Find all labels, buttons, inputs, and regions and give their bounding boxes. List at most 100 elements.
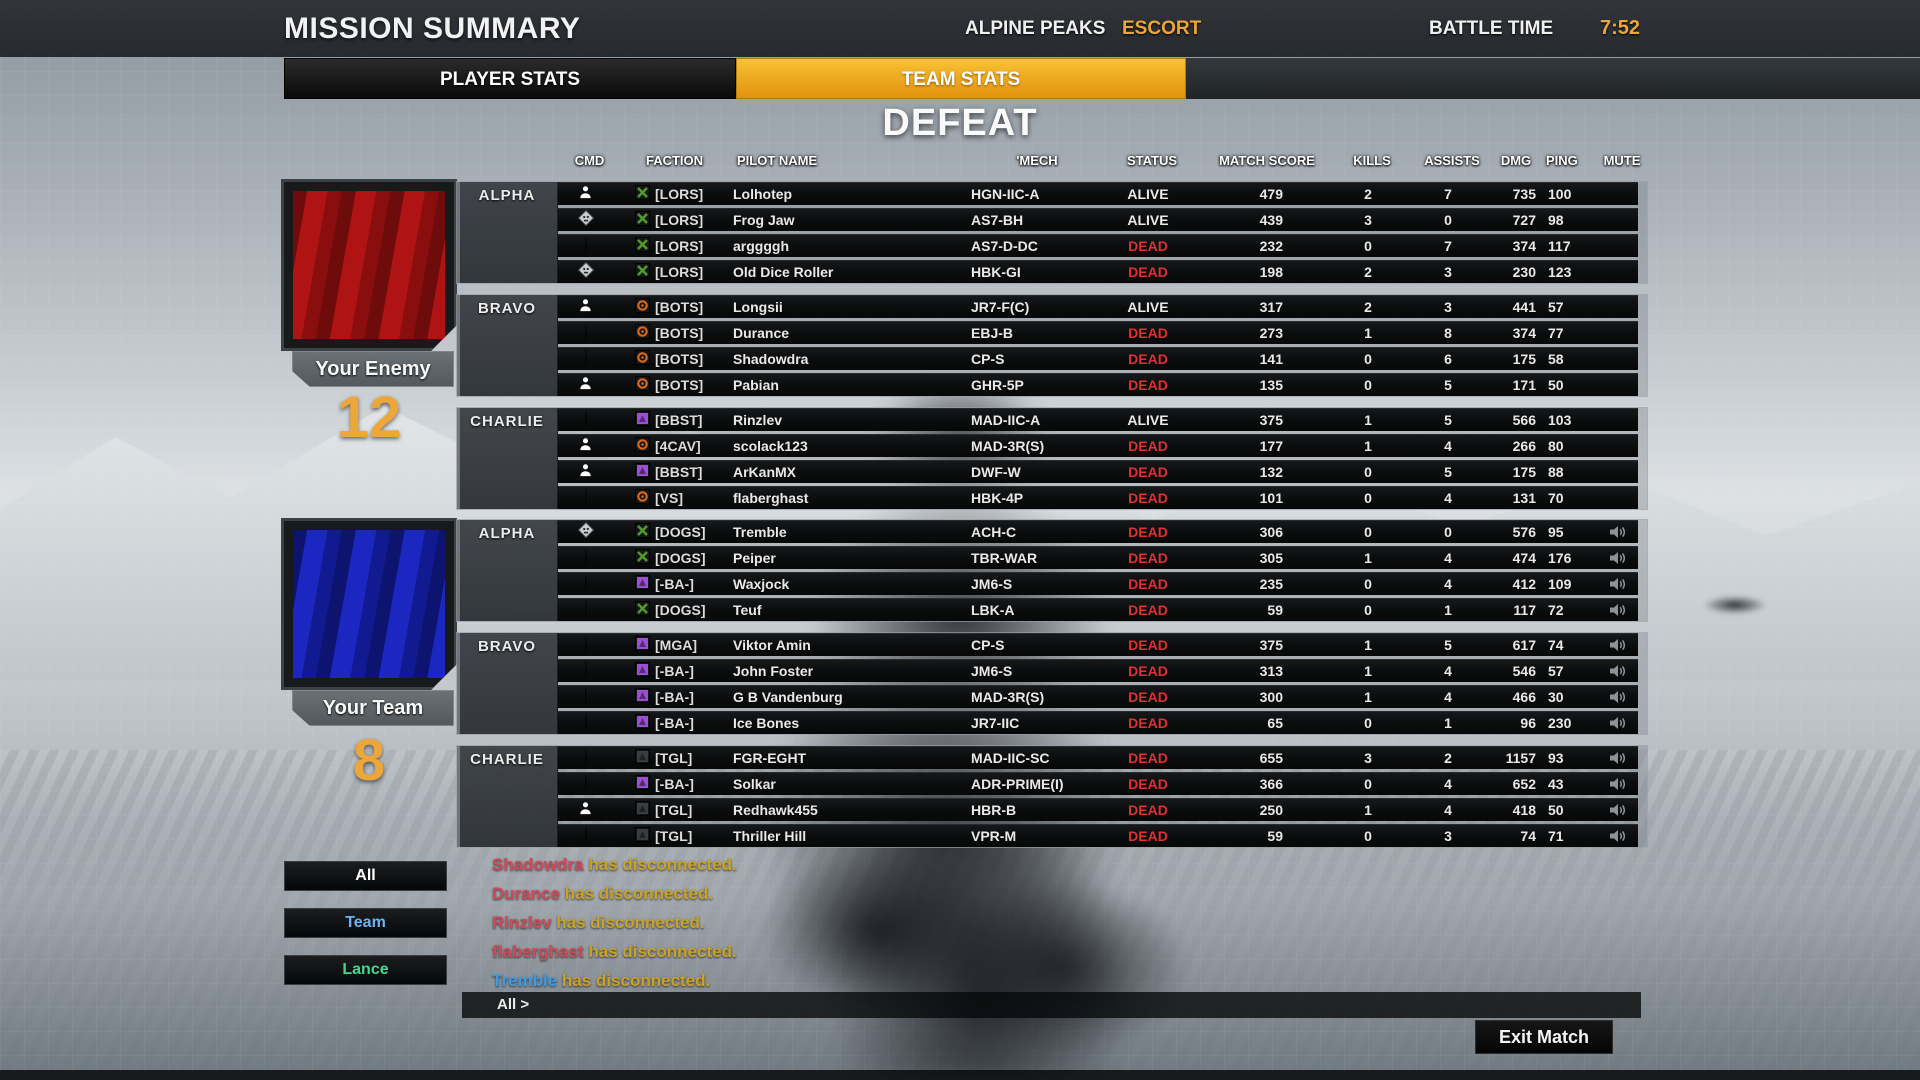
ping-value: 117 [1548,237,1571,254]
ping-value: 176 [1548,549,1572,566]
match-score-value: 101 [1259,489,1283,506]
ping-value: 95 [1548,523,1564,540]
cmd-cell [558,349,613,368]
damage-value: 175 [1512,350,1536,367]
assists-value: 4 [1444,549,1452,566]
ping-value: 58 [1548,350,1564,367]
mech-variant: AS7-BH [971,211,1024,228]
pilot-name: Shadowdra [733,350,809,367]
chat-input-bar[interactable]: All > [462,992,1641,1018]
damage-value: 175 [1512,463,1536,480]
faction-cell: [BOTS] [613,375,728,394]
rank-icon [584,713,587,732]
damage-value: 230 [1512,263,1536,280]
ping-value: 123 [1548,263,1572,280]
page-title: MISSION SUMMARY [284,12,581,45]
damage-value: 735 [1512,185,1536,202]
status-value: DEAD [1128,489,1168,506]
chat-filter-all-button[interactable]: All [284,861,447,891]
faction-cell: [LORS] [613,210,728,229]
mute-icon[interactable] [1598,551,1638,565]
mute-icon[interactable] [1598,829,1638,843]
status-value: DEAD [1128,324,1168,341]
kills-value: 0 [1364,463,1372,480]
lance-rows: [LORS] Lolhotep HGN-IIC-A ALIVE 479 2 7 735 100[… [558,182,1638,283]
cmd-cell [558,297,613,316]
player-row: [LORS] Old Dice Roller HBK-GI DEAD 198 2 3 230 1… [558,260,1638,283]
status-value: DEAD [1128,827,1168,844]
mute-icon[interactable] [1598,603,1638,617]
ping-value: 71 [1548,827,1564,844]
chat-message: Durance has disconnected. [492,879,737,908]
faction-cell: [-BA-] [613,713,728,732]
ping-value: 43 [1548,775,1564,792]
ping-value: 109 [1548,575,1572,592]
tab-team-stats[interactable]: TEAM STATS [736,58,1186,99]
player-row: [TGL] Thriller Hill VPR-M DEAD 59 0 3 74 71 [558,824,1638,847]
faction-icon [635,436,650,455]
mech-variant: AS7-D-DC [971,237,1038,254]
mute-icon[interactable] [1598,577,1638,591]
mute-icon[interactable] [1598,525,1638,539]
kills-value: 2 [1364,263,1372,280]
cmd-cell [558,635,613,654]
damage-value: 131 [1512,489,1536,506]
assists-value: 3 [1444,827,1452,844]
lance-label: CHARLIE [470,413,544,430]
faction-icon [635,635,650,654]
mute-icon[interactable] [1598,751,1638,765]
assists-value: 4 [1444,801,1452,818]
faction-cell: [TGL] [613,826,728,845]
kills-value: 1 [1364,662,1372,679]
cmd-cell [558,375,613,394]
kills-value: 0 [1364,350,1372,367]
mute-icon[interactable] [1598,803,1638,817]
mute-icon[interactable] [1598,777,1638,791]
column-header-assists: ASSISTS [1424,153,1480,168]
assists-value: 2 [1444,749,1452,766]
mute-icon[interactable] [1598,664,1638,678]
lance-group-alpha: ALPHA [LORS] Lolhotep HGN-IIC-A ALIVE 479 2 7 73… [456,181,1648,284]
rank-icon [577,209,594,229]
rank-icon [584,548,587,567]
faction-cell: [TGL] [613,748,728,767]
assists-value: 4 [1444,775,1452,792]
assists-value: 3 [1444,263,1452,280]
chat-filter-buttons: All Team Lance [284,861,447,1002]
assists-value: 5 [1444,636,1452,653]
match-score-value: 375 [1259,636,1283,653]
mute-icon[interactable] [1598,716,1638,730]
faction-tag: [TGL] [655,801,693,818]
kills-value: 1 [1364,411,1372,428]
status-value: DEAD [1128,463,1168,480]
player-row: [4CAV] scolack123 MAD-3R(S) DEAD 177 1 4 266 80 [558,434,1638,457]
chat-message: Shadowdra has disconnected. [492,850,737,879]
kills-value: 1 [1364,324,1372,341]
mute-icon[interactable] [1598,638,1638,652]
mech-variant: EBJ-B [971,324,1014,341]
player-row: [-BA-] John Foster JM6-S DEAD 313 1 4 546 57 [558,659,1638,682]
kills-value: 3 [1364,749,1372,766]
mech-variant: JM6-S [971,575,1013,592]
chat-filter-team-button[interactable]: Team [284,908,447,938]
tab-player-stats[interactable]: PLAYER STATS [284,58,736,99]
pilot-name: Redhawk455 [733,801,818,818]
chat-filter-lance-button[interactable]: Lance [284,955,447,985]
exit-match-button[interactable]: Exit Match [1475,1020,1613,1054]
lance-group-charlie: CHARLIE [BBST] Rinzlev MAD-IIC-A ALIVE 375 1 5 5… [456,407,1648,510]
match-score-value: 135 [1259,376,1283,393]
status-value: DEAD [1128,601,1168,618]
ping-value: 74 [1548,636,1564,653]
mute-icon[interactable] [1598,690,1638,704]
pilot-name: Longsii [733,298,783,315]
lance-panel: CHARLIE [457,408,558,509]
faction-tag: [-BA-] [655,714,694,731]
ping-value: 57 [1548,662,1564,679]
faction-icon [635,375,650,394]
mech-variant: JM6-S [971,662,1013,679]
player-row: [DOGS] Tremble ACH-C DEAD 306 0 0 576 95 [558,520,1638,543]
your-team-label: Your Team [292,690,454,726]
cmd-cell [558,436,613,455]
rank-icon [584,826,587,845]
